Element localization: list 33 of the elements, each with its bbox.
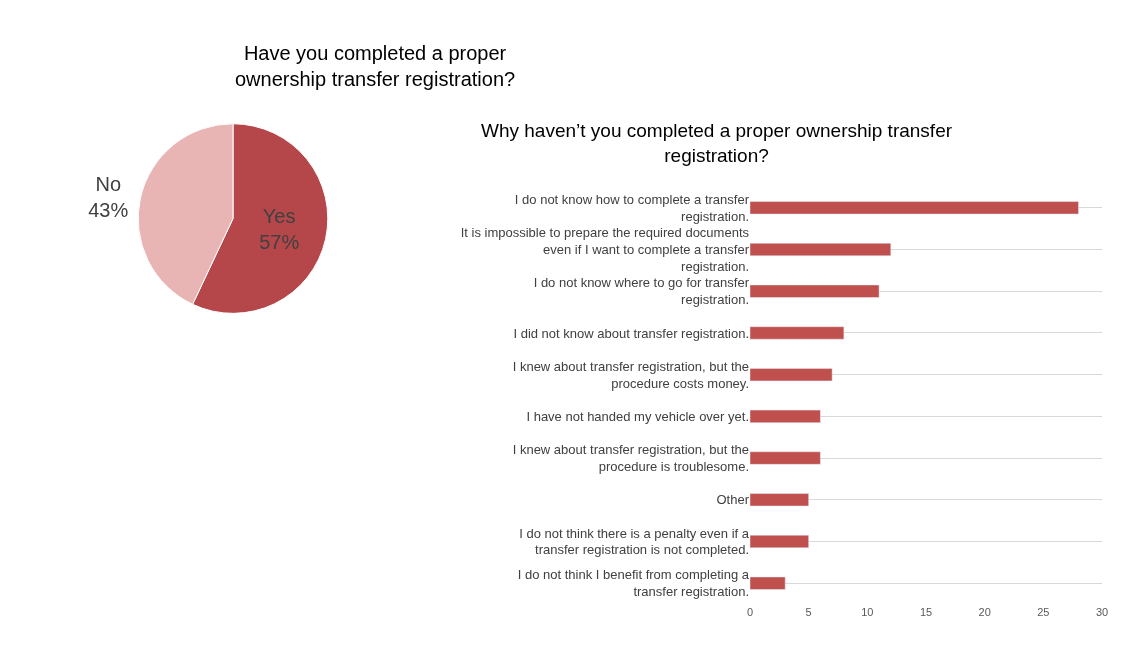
x-tick-label: 25 <box>1037 606 1050 619</box>
y-tick-label: Other <box>716 492 750 508</box>
bar <box>750 535 809 549</box>
x-tick-label: 0 <box>746 606 754 619</box>
data-label: 57% <box>259 230 300 253</box>
slice-label: No <box>95 172 122 195</box>
y-tick-label: I have not handed my vehicle over yet. <box>526 408 749 424</box>
data-label: 43% <box>88 198 129 221</box>
y-tick-label: I do not know where to go for transfer registration. <box>533 275 750 308</box>
x-tick-label: 5 <box>805 606 812 619</box>
bar <box>750 284 880 298</box>
x-tick-label: 15 <box>919 606 933 619</box>
y-tick-label: It is impossible to prepare the required documents even if I want to complete a transfer registration. <box>460 225 750 274</box>
bar <box>750 409 821 423</box>
y-tick-label: I do not know how to complete a transfer registration. <box>514 191 750 224</box>
bar <box>750 451 821 465</box>
x-tick-label: 10 <box>861 606 874 619</box>
bar <box>750 201 1079 215</box>
bar <box>750 243 892 257</box>
slice-label: Yes <box>262 204 296 227</box>
x-tick-label: 30 <box>1095 606 1109 619</box>
y-tick-label: I knew about transfer registration, but the procedure is troublesome. <box>512 442 749 475</box>
y-tick-label: I do not think there is a penalty even if a transfer registration is not completed. <box>519 525 750 558</box>
bar <box>750 326 845 340</box>
text: Have you completed a proper ownership transfer registration? <box>235 42 516 90</box>
bar <box>750 576 786 590</box>
y-tick-label: I knew about transfer registration, but the procedure costs money. <box>512 358 749 391</box>
y-tick-label: I did not know about transfer registration. <box>513 325 749 341</box>
bar <box>750 368 833 382</box>
y-tick-label: I do not think I benefit from completing a transfer registration. <box>517 567 750 600</box>
bar <box>750 493 809 507</box>
x-tick-label: 20 <box>978 606 991 619</box>
chart-title: Why haven’t you completed a proper ownership transfer registration? <box>481 120 953 166</box>
